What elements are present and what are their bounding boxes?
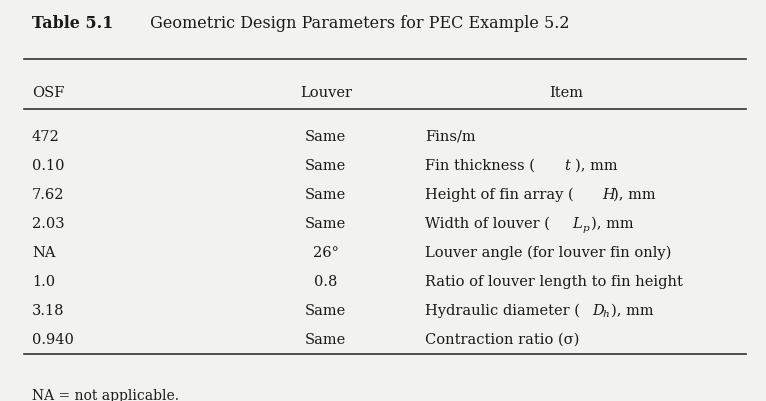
Text: Ratio of louver length to fin height: Ratio of louver length to fin height [425, 274, 683, 288]
Text: Item: Item [549, 86, 583, 100]
Text: Fins/m: Fins/m [425, 130, 476, 144]
Text: 2.03: 2.03 [32, 216, 64, 230]
Text: 26°: 26° [313, 245, 339, 259]
Text: Same: Same [305, 187, 346, 201]
Text: NA: NA [32, 245, 55, 259]
Text: 0.8: 0.8 [314, 274, 338, 288]
Text: L: L [572, 216, 582, 230]
Text: Table 5.1: Table 5.1 [32, 14, 113, 31]
Text: Height of fin array (: Height of fin array ( [425, 187, 574, 202]
Text: ), mm: ), mm [575, 158, 618, 172]
Text: Same: Same [305, 158, 346, 172]
Text: Same: Same [305, 216, 346, 230]
Text: Fin thickness (: Fin thickness ( [425, 158, 535, 172]
Text: ), mm: ), mm [591, 216, 634, 230]
Text: ), mm: ), mm [614, 187, 656, 201]
Text: 1.0: 1.0 [32, 274, 55, 288]
Text: 0.10: 0.10 [32, 158, 64, 172]
Text: Louver angle (for louver fin only): Louver angle (for louver fin only) [425, 245, 671, 259]
Text: 472: 472 [32, 130, 60, 144]
Text: Contraction ratio (σ): Contraction ratio (σ) [425, 332, 579, 346]
Text: Louver: Louver [300, 86, 352, 100]
Text: 0.940: 0.940 [32, 332, 74, 346]
Text: 7.62: 7.62 [32, 187, 64, 201]
Text: OSF: OSF [32, 86, 64, 100]
Text: Geometric Design Parameters for PEC Example 5.2: Geometric Design Parameters for PEC Exam… [145, 14, 569, 31]
Text: Same: Same [305, 303, 346, 317]
Text: Same: Same [305, 130, 346, 144]
Text: Width of louver (: Width of louver ( [425, 216, 550, 230]
Text: ), mm: ), mm [611, 303, 654, 317]
Text: NA = not applicable.: NA = not applicable. [32, 388, 179, 401]
Text: Hydraulic diameter (: Hydraulic diameter ( [425, 303, 580, 317]
Text: Same: Same [305, 332, 346, 346]
Text: 3.18: 3.18 [32, 303, 64, 317]
Text: t: t [565, 158, 571, 172]
Text: h: h [603, 310, 610, 319]
Text: p: p [583, 223, 590, 232]
Text: D: D [592, 303, 604, 317]
Text: H: H [602, 187, 615, 201]
